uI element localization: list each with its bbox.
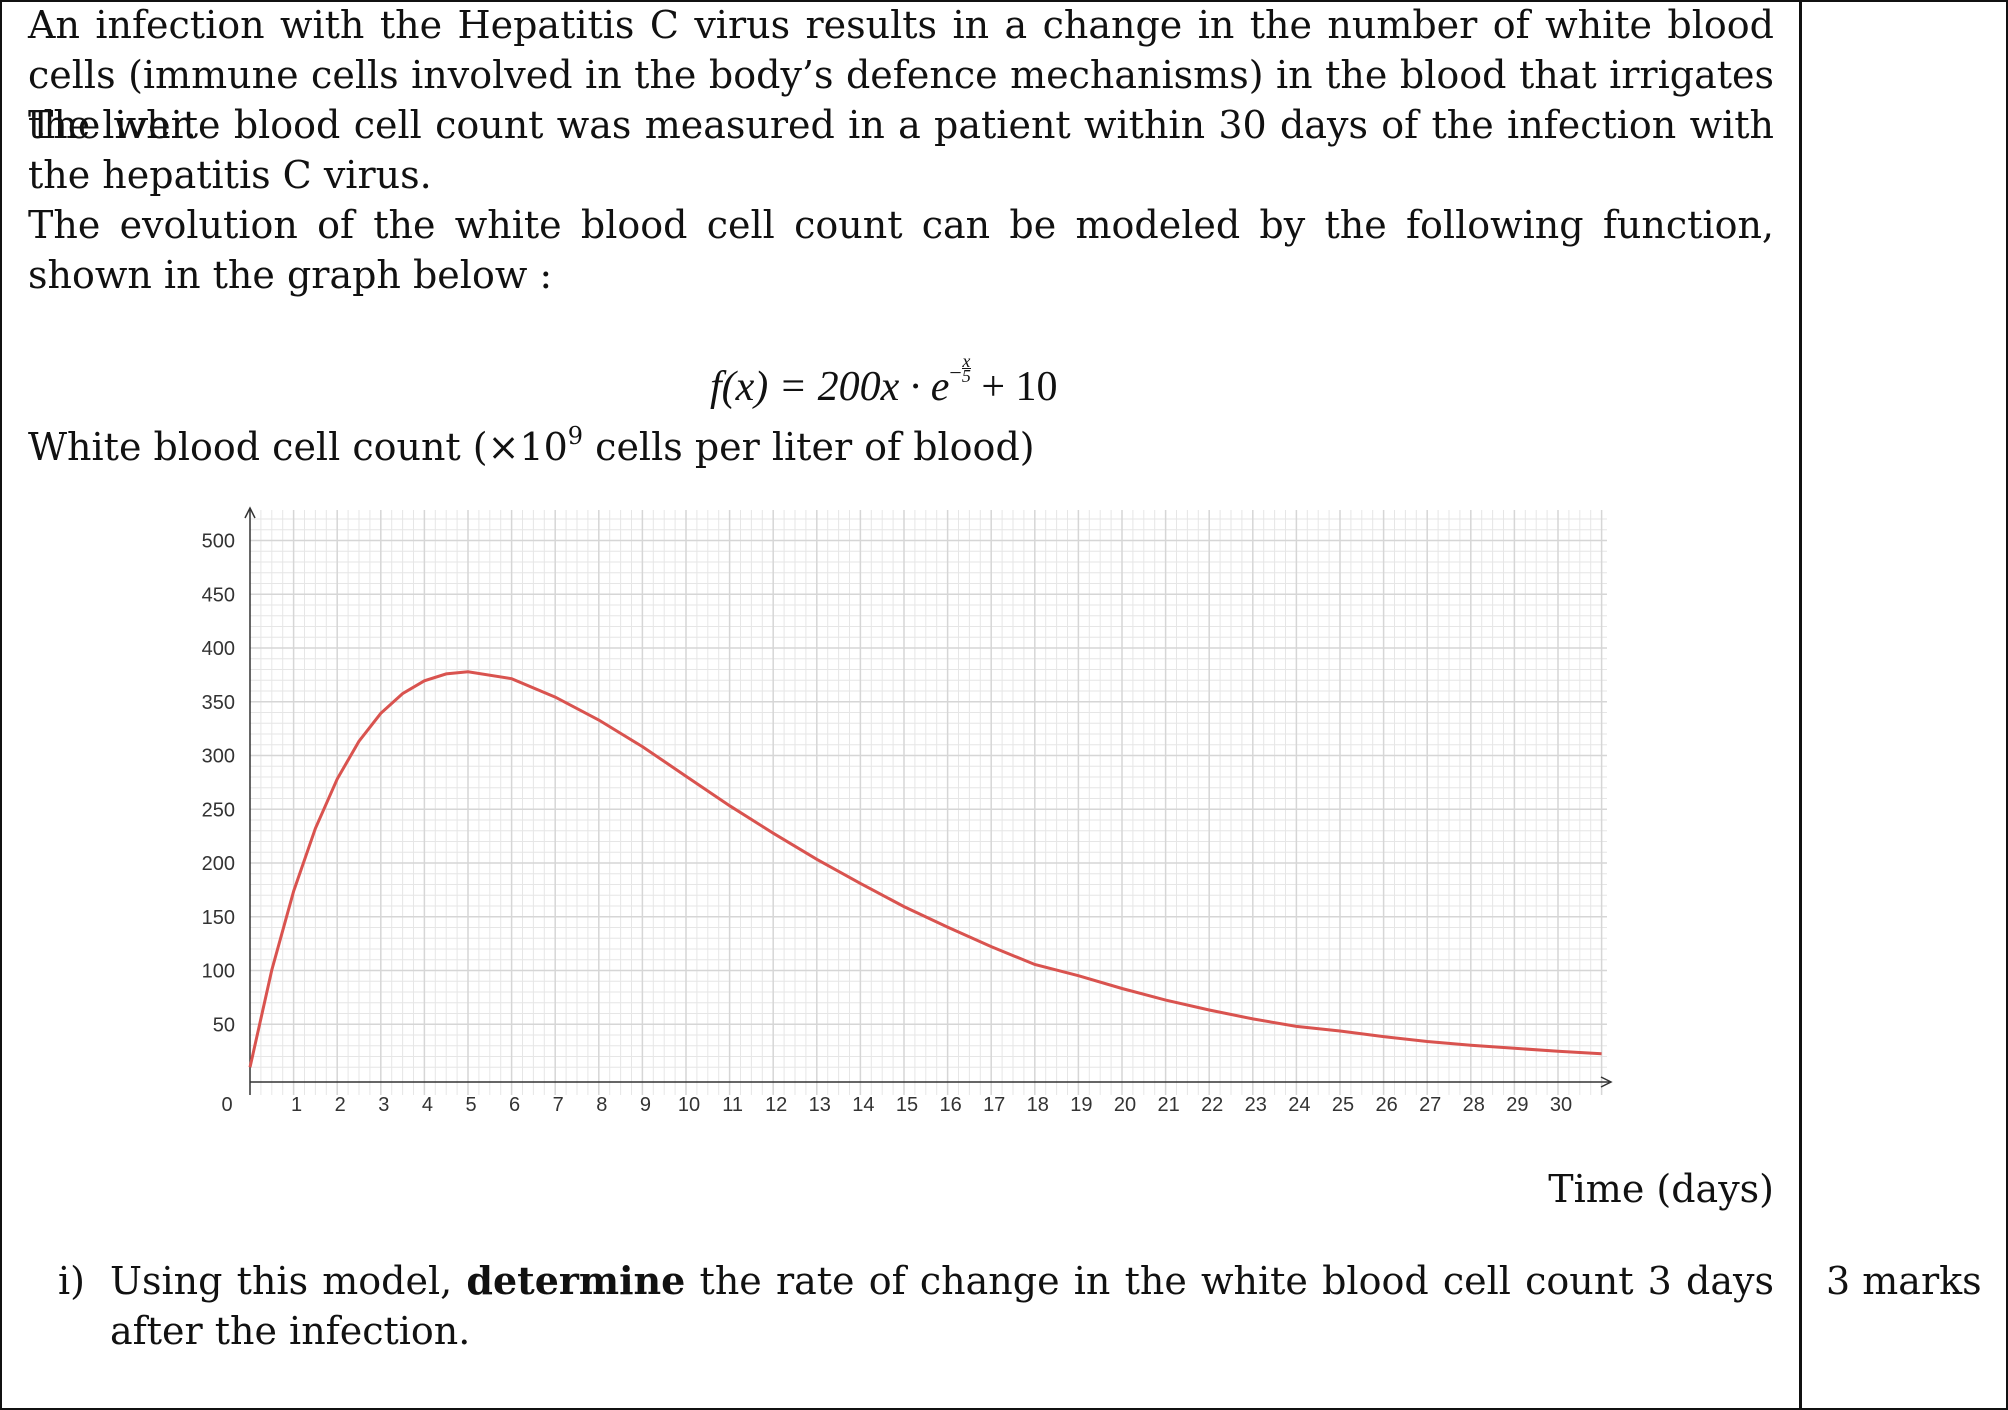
x-tick-label: 8 — [596, 1094, 607, 1116]
x-tick-label: 20 — [1114, 1094, 1136, 1116]
question-text: Using this model, determine the rate of … — [110, 1256, 1774, 1356]
x-tick-label: 23 — [1245, 1094, 1267, 1116]
x-tick-label: 26 — [1375, 1094, 1397, 1116]
x-tick-label: 5 — [465, 1094, 476, 1116]
y-tick-labels: 50 100 150 200 250 300 350 400 450 500 — [202, 531, 235, 1037]
x-tick-label: 12 — [765, 1094, 787, 1116]
intro-paragraph-2: The white blood cell count was measured … — [28, 103, 1774, 197]
y-tick-label: 400 — [202, 638, 235, 660]
question-text-before: Using this model, — [110, 1259, 467, 1303]
x-tick-label: 14 — [852, 1094, 874, 1116]
x-tick-label: 13 — [809, 1094, 831, 1116]
wbc-curve — [248, 670, 1602, 1068]
x-axis-title: Time (days) — [1548, 1167, 1774, 1211]
x-tick-label: 2 — [335, 1094, 346, 1116]
question-text-after: the rate of change in the white blood ce… — [110, 1259, 1774, 1353]
x-tick-label: 7 — [553, 1094, 564, 1116]
x-tick-label: 15 — [896, 1094, 918, 1116]
formula-lhs: f(x) = 200x · e — [710, 364, 950, 410]
y-tick-label: 50 — [213, 1014, 235, 1036]
x-tick-label: 4 — [422, 1094, 433, 1116]
x-tick-label: 16 — [939, 1094, 961, 1116]
question-keyword: determine — [466, 1258, 686, 1303]
question-i: i) Using this model, determine the rate … — [58, 1256, 1774, 1356]
y-axis-title: White blood cell count (×109 cells per l… — [28, 422, 1035, 472]
x-tick-label: 3 — [378, 1094, 389, 1116]
x-tick-label: 22 — [1201, 1094, 1223, 1116]
y-tick-label: 150 — [202, 907, 235, 929]
y-axis-arrow — [244, 506, 256, 519]
grid-major — [250, 510, 1607, 1095]
intro-paragraph-3: The evolution of the white blood cell co… — [28, 203, 1774, 297]
formula-rhs: + 10 — [970, 364, 1058, 410]
y-axis-title-prefix: White blood cell count (×10 — [28, 425, 568, 469]
x-tick-label: 19 — [1070, 1094, 1092, 1116]
x-tick-label: 10 — [678, 1094, 700, 1116]
marks-column-divider — [1799, 0, 1802, 1410]
chart-axes — [244, 506, 1613, 1095]
x-tick-label: 6 — [509, 1094, 520, 1116]
x-tick-label: 24 — [1288, 1094, 1310, 1116]
x-tick-label: 17 — [983, 1094, 1005, 1116]
y-tick-label: 500 — [202, 531, 235, 553]
x-tick-labels: 0 1 2 3 4 5 6 7 8 9 10 11 12 13 14 15 16 17 18 19 20 21 22 23 24… — [221, 1094, 1572, 1116]
question-number: i) — [58, 1259, 85, 1303]
x-axis-arrow — [1600, 1076, 1613, 1088]
y-tick-label: 450 — [202, 584, 235, 606]
x-tick-label: 25 — [1332, 1094, 1354, 1116]
x-tick-label: 9 — [640, 1094, 651, 1116]
question-marks: 3 marks — [1826, 1259, 1982, 1303]
x-tick-label: 21 — [1157, 1094, 1179, 1116]
y-tick-label: 250 — [202, 799, 235, 821]
formula-exp-denominator: 5 — [961, 366, 971, 386]
y-tick-label: 300 — [202, 746, 235, 768]
x-tick-label: 18 — [1027, 1094, 1049, 1116]
y-tick-label: 100 — [202, 961, 235, 983]
x-tick-label: 28 — [1463, 1094, 1485, 1116]
function-formula: f(x) = 200x · e− x 5 + 10 — [710, 348, 1058, 412]
formula-exp-numerator: x — [961, 351, 971, 371]
y-tick-label: 350 — [202, 692, 235, 714]
x-tick-label: 30 — [1550, 1094, 1572, 1116]
x-tick-label: 27 — [1419, 1094, 1441, 1116]
grid-minor — [250, 510, 1607, 1095]
x-tick-label: 1 — [291, 1094, 302, 1116]
y-axis-title-exponent: 9 — [567, 422, 584, 450]
formula-exp-sign: − — [949, 360, 962, 385]
x-tick-label: 29 — [1506, 1094, 1528, 1116]
x-tick-label: 0 — [221, 1094, 232, 1116]
y-tick-label: 200 — [202, 853, 235, 875]
y-axis-title-suffix: cells per liter of blood) — [583, 425, 1035, 469]
x-tick-label: 11 — [722, 1094, 743, 1116]
intro-paragraph-1: An infection with the Hepatitis C virus … — [28, 3, 1774, 147]
